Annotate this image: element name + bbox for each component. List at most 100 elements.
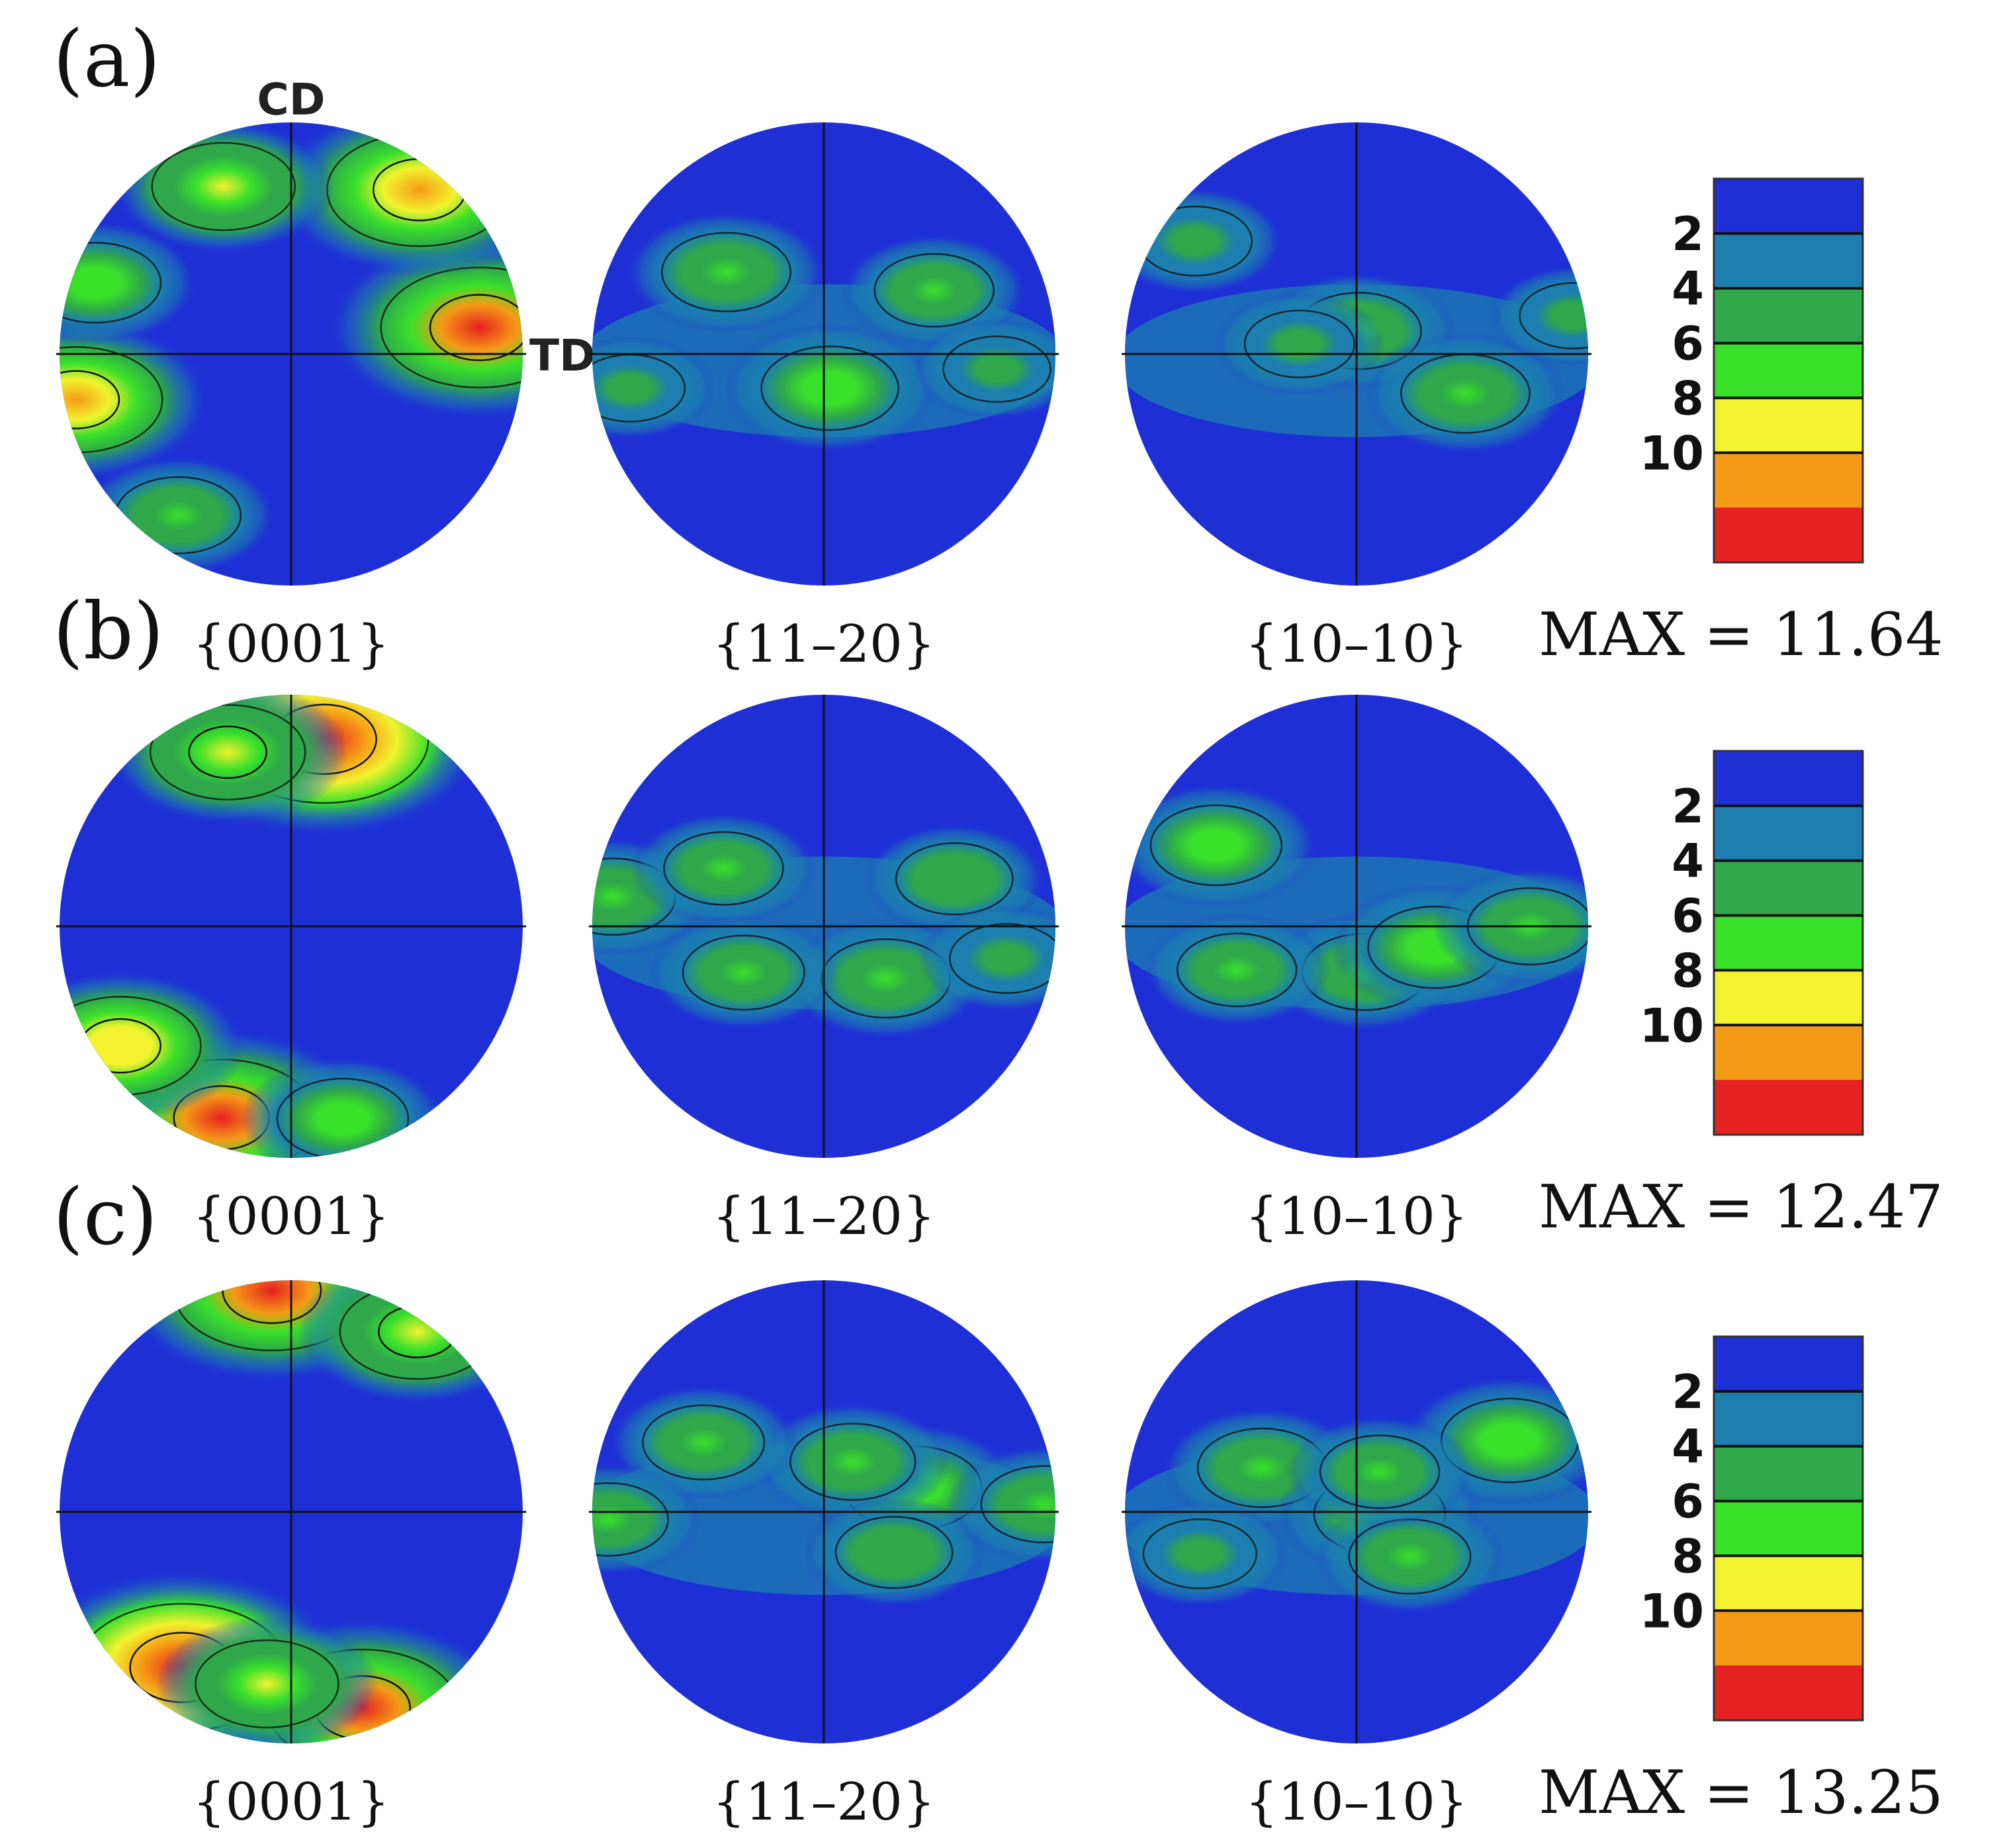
max-value-label: MAX = 11.64 [1539, 600, 1944, 670]
colorbar-band [1714, 1080, 1863, 1135]
intensity-hotspot [81, 456, 276, 574]
contour-line [873, 253, 995, 328]
colorbar-band [1714, 453, 1863, 509]
colorbar-frame [1713, 1335, 1864, 1722]
pole-figure-label: {11–20} [713, 1773, 936, 1832]
contour-line [429, 294, 523, 361]
max-value-label: MAX = 12.47 [1539, 1172, 1944, 1242]
intensity-hotspot [592, 336, 715, 440]
colorbar-tick-label: 10 [1640, 1584, 1704, 1638]
contour-line [151, 142, 296, 232]
contour-line [895, 842, 1014, 916]
intensity-hotspot [1214, 292, 1385, 396]
pole-figure-label: {0001} [193, 1187, 390, 1247]
colorbar-frame [1713, 177, 1864, 564]
contour-line [1149, 804, 1283, 887]
contour-line [149, 704, 306, 801]
intensity-hotspot [755, 1402, 950, 1521]
intensity-hotspot [1125, 1500, 1288, 1608]
pole-figure-label: {11–20} [713, 1187, 936, 1247]
contour-line [1243, 309, 1355, 378]
colorbar-band [1714, 1501, 1863, 1557]
contour-line [682, 934, 805, 1011]
contour-line [276, 1077, 410, 1158]
colorbar-band [1714, 507, 1863, 563]
intensity-hotspot [626, 211, 827, 333]
intensity-hotspot [913, 318, 1055, 420]
colorbar-tick-label: 8 [1672, 1529, 1704, 1583]
colorbar-band [1714, 1665, 1863, 1721]
colorbar-tick-label: 6 [1672, 1475, 1704, 1529]
colorbar-band [1714, 1025, 1863, 1081]
colorbar-band [1714, 398, 1863, 454]
panel-label: (c) [53, 1171, 157, 1262]
colorbar-tick-label: 2 [1672, 1365, 1704, 1419]
contour-line [760, 345, 899, 431]
colorbar-band [1714, 1391, 1863, 1447]
pole-figure: {10–10} [1122, 122, 1591, 674]
colorbar-tick-label: 6 [1672, 317, 1704, 371]
pole-figure-label: {10–10} [1245, 615, 1468, 674]
intensity-hotspot [841, 234, 1027, 347]
intensity-hotspot [918, 904, 1055, 1012]
colorbar-band [1714, 1446, 1863, 1502]
intensity-hotspot [592, 1463, 701, 1576]
colorbar-tick-label: 4 [1672, 262, 1704, 316]
intensity-hotspot [1315, 1499, 1505, 1614]
contour-line [60, 242, 162, 324]
intensity-hotspot [1365, 333, 1566, 455]
colorbar-band [1714, 751, 1863, 807]
pole-figure: {10–10} [1122, 695, 1591, 1247]
intensity-hotspot [60, 220, 197, 345]
pole-figure: {11–20} [589, 122, 1059, 674]
contour-line [980, 1465, 1055, 1544]
cd-label: CD [257, 74, 325, 125]
intensity-hotspot [649, 915, 838, 1030]
pole-figure: {11–20} [589, 695, 1059, 1247]
contour-line [195, 1639, 339, 1729]
pole-figure-label: {10–10} [1245, 1187, 1468, 1247]
colorbar-band [1714, 1337, 1863, 1392]
intensity-hotspot [296, 1280, 523, 1405]
colorbar-tick-label: 6 [1672, 889, 1704, 944]
intensity-hotspot [803, 1497, 985, 1608]
colorbar-band [1714, 288, 1863, 344]
intensity-hotspot [946, 1445, 1055, 1563]
contour-line [1519, 282, 1588, 350]
intensity-hotspot [631, 812, 817, 925]
intensity-hotspot [723, 323, 937, 453]
contour-line [1319, 1434, 1441, 1509]
intensity-hotspot [156, 1616, 379, 1743]
pole-figure: {0001} [56, 1280, 526, 1832]
colorbar-band [1714, 1610, 1863, 1667]
contour-line [948, 923, 1055, 994]
colorbar-tick-label: 4 [1672, 1420, 1704, 1474]
contour-line [592, 1482, 669, 1557]
pole-figure: {0001} CD TD [56, 74, 596, 674]
pole-figure-label: {11–20} [713, 615, 936, 674]
colorbar-tick-label: 8 [1672, 944, 1704, 998]
colorbar-tick-label: 4 [1672, 834, 1704, 889]
pole-figure: {11–20} [589, 1280, 1059, 1832]
contour-line [663, 831, 784, 906]
intensity-hotspot [107, 695, 349, 826]
pole-figure-label: {0001} [193, 1773, 390, 1832]
intensity-hotspot [1125, 187, 1284, 295]
colorbar-tick-label: 2 [1672, 779, 1704, 834]
colorbar-tick-label: 10 [1640, 426, 1704, 480]
intensity-hotspot [1144, 913, 1330, 1026]
pole-figure: {10–10} [1122, 1280, 1591, 1832]
contour-line [942, 335, 1051, 403]
max-value-label: MAX = 13.25 [1539, 1758, 1944, 1827]
intensity-hotspot [1125, 783, 1318, 907]
colorbar-tick-label: 8 [1672, 371, 1704, 425]
colorbar-band [1714, 1556, 1863, 1612]
colorbar-band [1714, 805, 1863, 861]
intensity-hotspot [609, 1385, 798, 1500]
contour-line [188, 725, 267, 779]
colorbar-band [1714, 860, 1863, 916]
